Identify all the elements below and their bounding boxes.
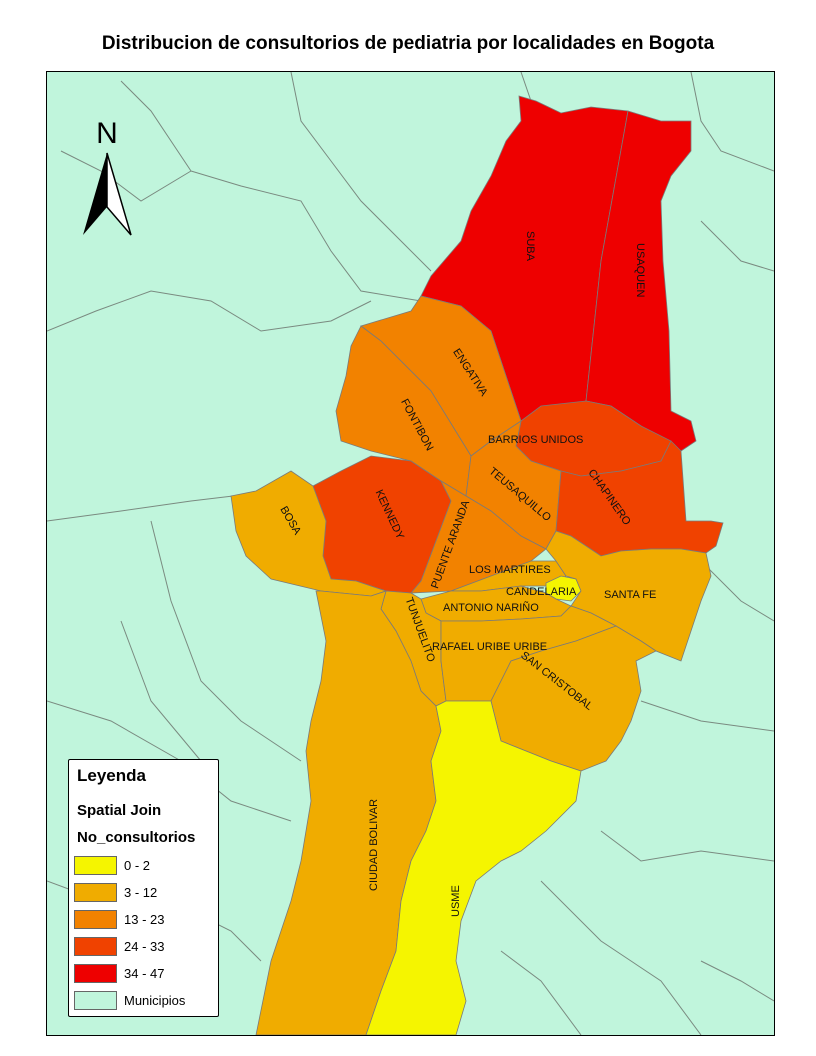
label-barrios-unidos: BARRIOS UNIDOS (488, 434, 583, 446)
legend-item: 0 - 2 (74, 853, 214, 880)
label-suba: SUBA (524, 231, 536, 262)
map-canvas: SUBA USAQUEN ENGATIVA FONTIBON BARRIOS U… (47, 72, 774, 1035)
label-rafael-uribe: RAFAEL URIBE URIBE (432, 641, 547, 653)
legend-swatch (74, 964, 117, 983)
label-usaquen: USAQUEN (634, 243, 646, 297)
legend-title: Leyenda (77, 766, 146, 785)
legend-field-name: No_consultorios (77, 829, 196, 846)
label-santa-fe: SANTA FE (604, 589, 656, 601)
loc-santa-fe (545, 530, 712, 662)
localidades (230, 95, 724, 1035)
north-arrow-icon (83, 152, 132, 236)
legend-swatch (74, 937, 117, 956)
legend-item: 3 - 12 (74, 880, 214, 907)
label-ciudad-bolivar: CIUDAD BOLIVAR (368, 799, 380, 891)
legend-item: 24 - 33 (74, 934, 214, 961)
legend-item: 34 - 47 (74, 961, 214, 988)
loc-bosa (230, 470, 388, 597)
legend-item-label: 0 - 2 (124, 858, 151, 873)
map-title: Distribucion de consultorios de pediatri… (101, 33, 715, 54)
legend-swatch (74, 991, 117, 1010)
legend-item-label: 3 - 12 (124, 885, 158, 900)
legend-item: Municipios (74, 988, 214, 1015)
legend-swatch (74, 856, 117, 875)
legend-item-label: Municipios (124, 993, 186, 1008)
north-arrow: N (79, 117, 135, 239)
label-antonio-narino: ANTONIO NARIÑO (443, 601, 539, 614)
label-candelaria: CANDELARIA (506, 586, 577, 598)
legend-item-label: 13 - 23 (124, 912, 165, 927)
legend-layer-name: Spatial Join (77, 802, 162, 819)
legend: Leyenda Spatial Join No_consultorios 0 -… (68, 759, 219, 1017)
legend-item-label: 24 - 33 (124, 939, 165, 954)
legend-item-label: 34 - 47 (124, 966, 165, 981)
legend-items: 0 - 2 3 - 12 13 - 23 24 - 33 34 - 47 Mun… (74, 853, 214, 1015)
legend-swatch (74, 910, 117, 929)
north-letter: N (96, 117, 118, 150)
legend-swatch (74, 883, 117, 902)
label-los-martires: LOS MARTIRES (469, 564, 551, 576)
label-usme: USME (450, 885, 462, 917)
loc-usme (365, 700, 582, 1035)
legend-item: 13 - 23 (74, 907, 214, 934)
